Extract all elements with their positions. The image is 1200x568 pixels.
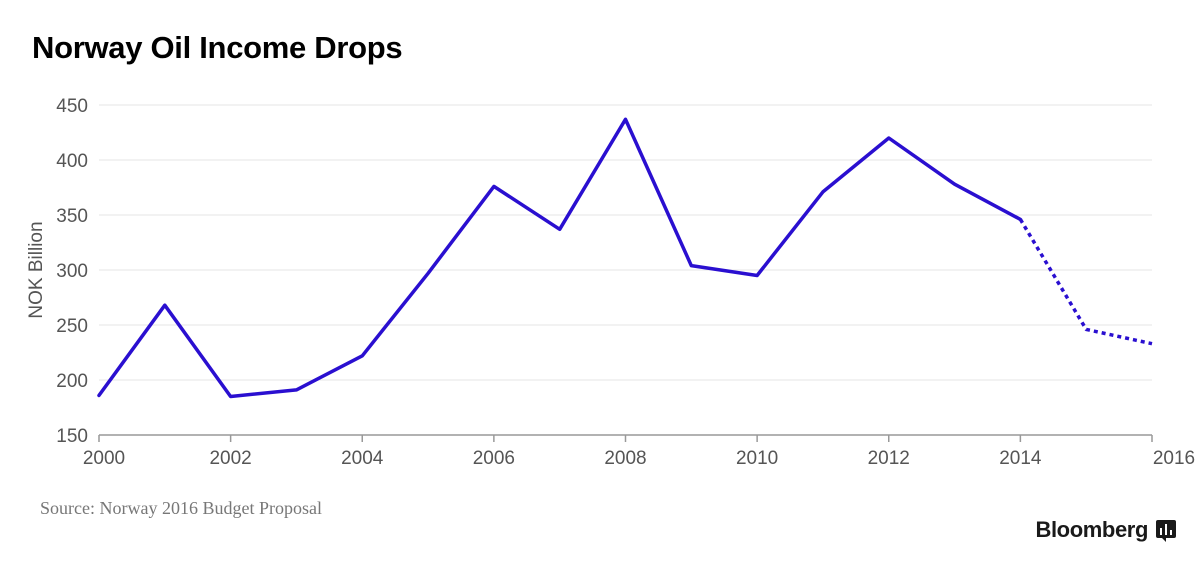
x-tick-label: 2000	[83, 448, 125, 469]
x-tick-label: 2002	[209, 448, 251, 469]
x-tick-label: 2010	[736, 448, 778, 469]
x-tick-label: 2004	[341, 448, 384, 469]
y-tick-label: 400	[56, 151, 88, 172]
actual-line	[97, 117, 1023, 399]
bloomberg-logo: Bloomberg	[1035, 517, 1148, 542]
source-note: Source: Norway 2016 Budget Proposal	[40, 498, 322, 518]
x-tick-label: 2014	[999, 448, 1042, 469]
x-tick-label: 2008	[604, 448, 646, 469]
y-tick-label: 350	[56, 206, 88, 227]
x-tick-label: 2016	[1153, 448, 1195, 469]
y-tick-label: 300	[56, 261, 88, 282]
x-tick-label: 2006	[473, 448, 515, 469]
y-axis-label: NOK Billion	[26, 221, 47, 318]
series-lines	[97, 117, 1153, 399]
y-tick-label: 200	[56, 371, 88, 392]
x-tick-label: 2012	[868, 448, 910, 469]
bloomberg-terminal-icon	[1156, 520, 1176, 542]
y-tick-label: 450	[56, 96, 88, 117]
tick-labels: 150 200 250 300 350 400 450 2000 2002 2004 2006 200…	[56, 96, 1195, 469]
y-tick-label: 250	[56, 316, 88, 337]
gridlines	[99, 104, 1152, 381]
chart-title: Norway Oil Income Drops	[32, 30, 403, 65]
line-chart: 150 200 250 300 350 400 450 2000 2002 2004 2006 200…	[26, 96, 1195, 469]
forecast-line	[1018, 218, 1153, 346]
axes	[98, 434, 1153, 442]
y-tick-label: 150	[56, 426, 88, 447]
